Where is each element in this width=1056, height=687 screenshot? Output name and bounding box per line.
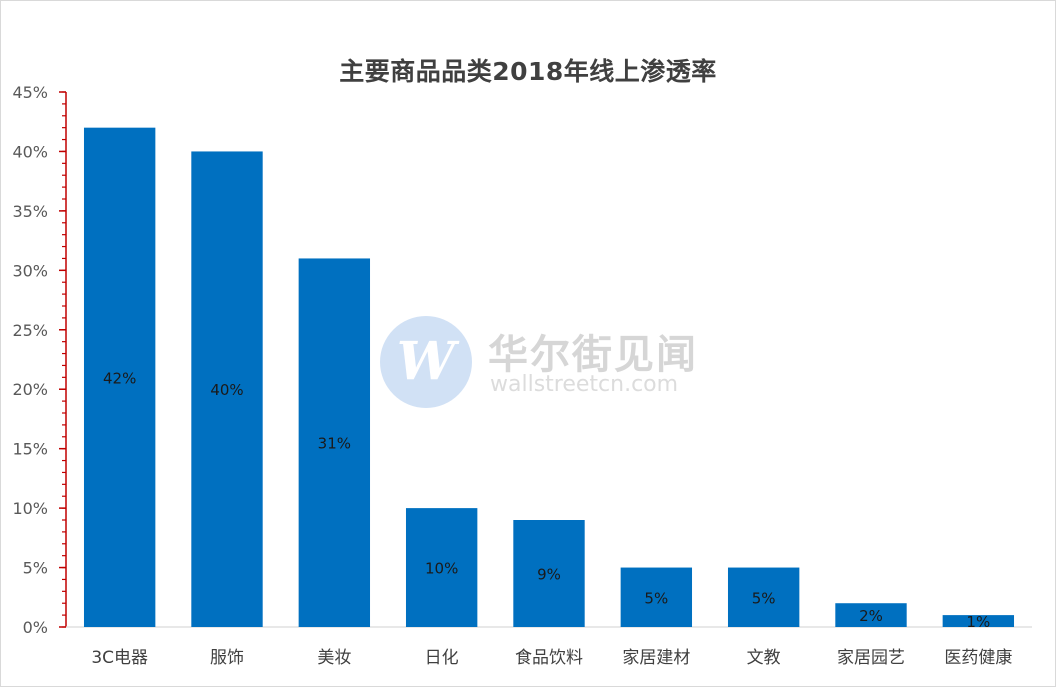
y-tick-label: 25%	[12, 321, 48, 340]
bar	[835, 603, 907, 627]
bar-data-label: 2%	[859, 607, 883, 625]
bar	[620, 567, 693, 627]
category-labels: 3C电器 服饰 美妆 日化 食品饮料 家居建材 文教 家居园艺 医药健康	[91, 648, 1012, 668]
data-labels: 42% 40% 31% 10% 9% 5% 5% 2% 1%	[103, 369, 990, 631]
bar	[942, 615, 1015, 627]
bar-data-label: 5%	[644, 589, 668, 607]
x-tick-label: 美妆	[317, 648, 351, 668]
y-tick-label: 45%	[12, 83, 48, 102]
x-tick-label: 家居建材	[622, 648, 690, 668]
y-axis: 0% 5% 10% 15% 20% 25% 30% 35% 40% 45%	[12, 83, 67, 637]
bar	[191, 151, 263, 627]
bar	[83, 127, 156, 628]
x-tick-label: 日化	[425, 648, 459, 668]
bar	[513, 520, 585, 627]
bar-data-label: 40%	[210, 381, 243, 399]
x-tick-label: 家居园艺	[837, 648, 905, 668]
y-tick-label: 40%	[12, 142, 48, 161]
x-tick-label: 医药健康	[944, 648, 1012, 668]
y-tick-label: 20%	[12, 380, 48, 399]
bar-data-label: 1%	[966, 613, 990, 631]
bar-series	[83, 127, 1015, 628]
y-tick-label: 5%	[23, 559, 48, 578]
y-tick-label: 30%	[12, 261, 48, 280]
y-tick-label: 35%	[12, 202, 48, 221]
bar-data-label: 42%	[103, 369, 136, 387]
chart-title: 主要商品品类2018年线上渗透率	[339, 57, 717, 86]
bar-data-label: 9%	[537, 566, 561, 584]
bar-data-label: 31%	[318, 435, 351, 453]
bar	[298, 258, 371, 627]
bar-data-label: 10%	[425, 560, 458, 578]
x-tick-label: 服饰	[210, 648, 244, 668]
y-tick-label: 0%	[23, 618, 48, 637]
bar	[405, 508, 478, 627]
y-tick-label: 10%	[12, 499, 48, 518]
bar-data-label: 5%	[752, 589, 776, 607]
y-tick-label: 15%	[12, 440, 48, 459]
bar	[727, 567, 800, 627]
x-tick-label: 文教	[747, 648, 781, 668]
x-tick-label: 食品饮料	[515, 648, 583, 668]
x-tick-label: 3C电器	[91, 648, 148, 668]
